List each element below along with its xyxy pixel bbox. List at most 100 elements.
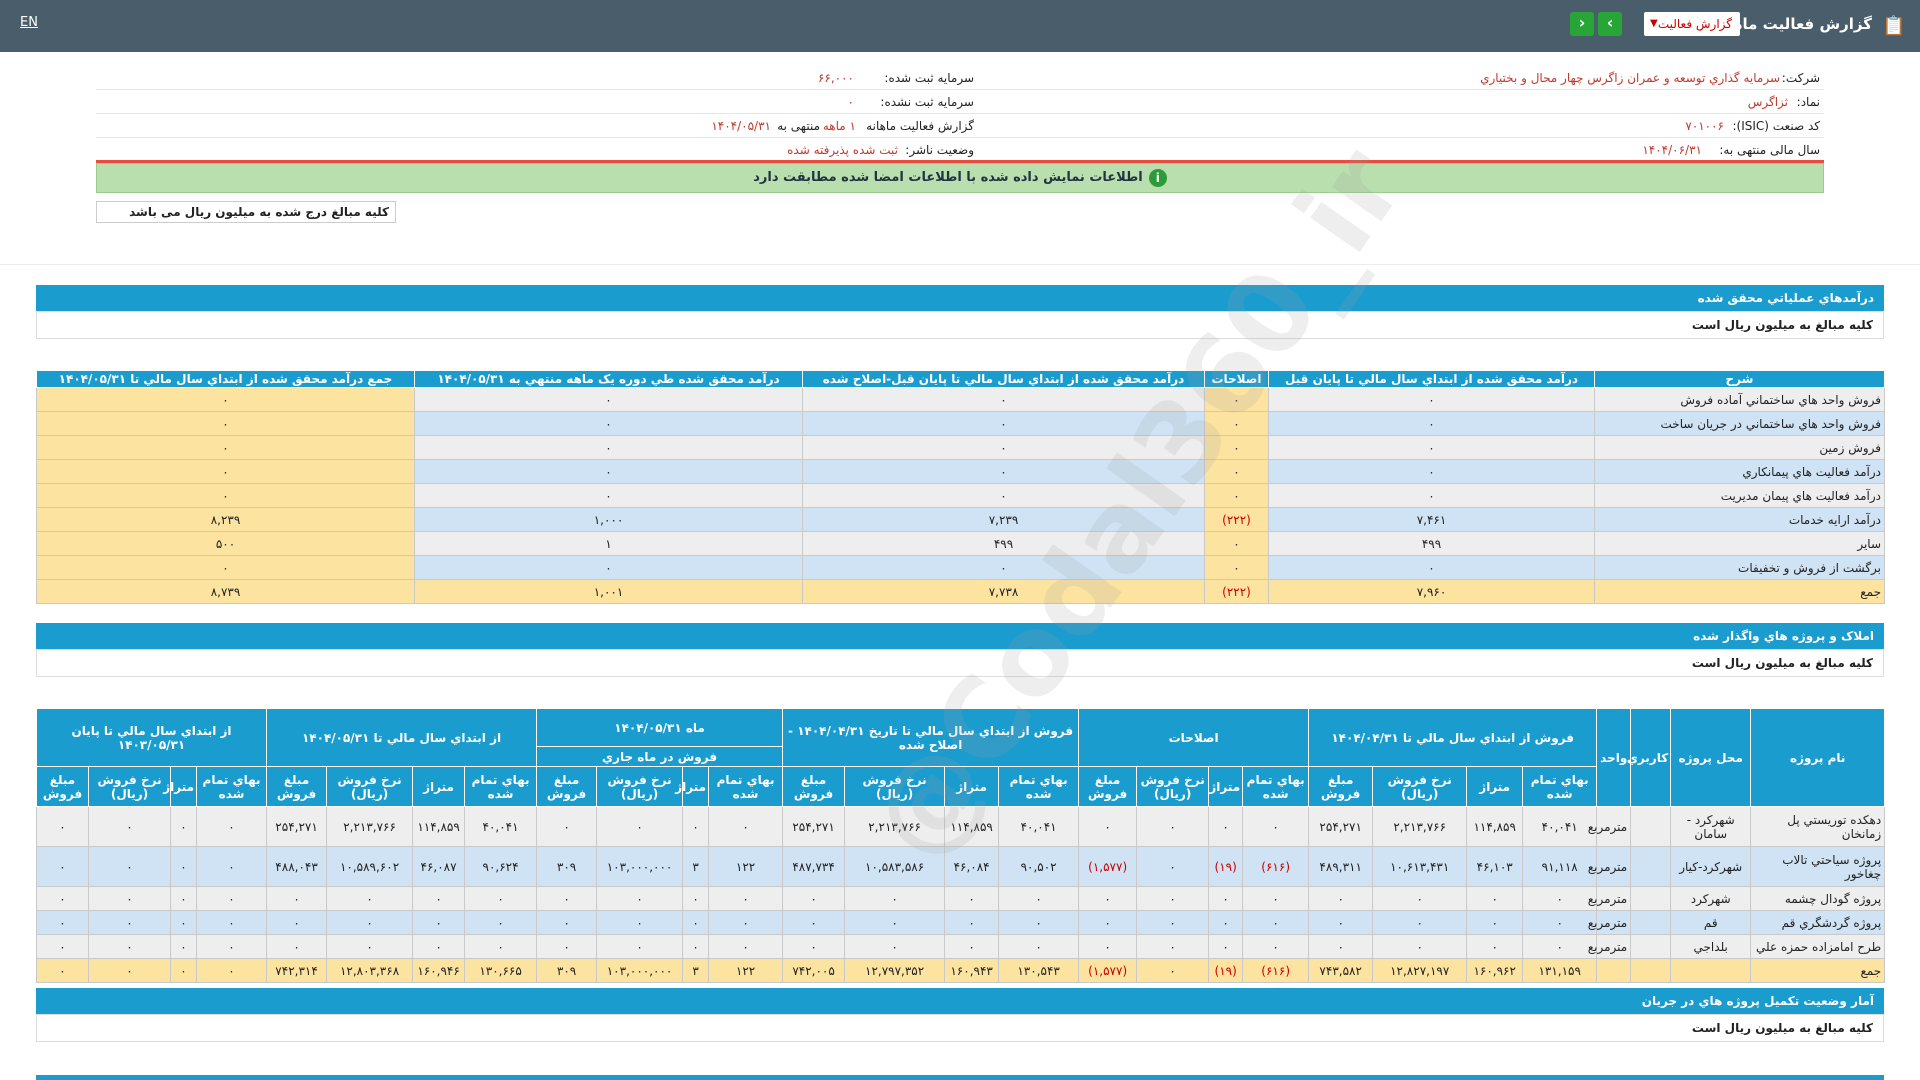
project-name: پروژه سياحتي تالاب چغاخور: [1750, 846, 1886, 887]
cell: ۲,۲۱۳,۷۶۶: [1372, 806, 1468, 847]
isic-label: کد صنعت (ISIC):: [1732, 119, 1820, 133]
table-row: درآمد ارايه خدمات ۷,۴۶۱ (۲۲۲) ۷,۲۳۹ ۱,۰۰۰ ۸,۲…: [36, 507, 1885, 532]
cell: ۱,۰۰۱: [414, 579, 803, 604]
table-row: جمع ۱۳۱,۱۵۹ ۱۶۰,۹۶۲ ۱۲,۸۲۷,۱۹۷ ۷۴۳,۵۸۲ (۶۱۶)(…: [35, 958, 1886, 983]
column-header: متراژ: [412, 766, 466, 807]
cell: ۷,۷۳۸: [802, 579, 1205, 604]
cell: ۰: [326, 886, 414, 911]
cell: ۹۱,۱۱۸: [1522, 846, 1598, 887]
info-icon: i: [1148, 168, 1167, 187]
cell: ۰: [782, 910, 846, 935]
cell: [1630, 934, 1672, 959]
projects-table: نام پروژه محل پروژه کاربري واحد فروش از ابتد…: [35, 708, 1886, 983]
cell: ۰: [196, 934, 268, 959]
row-label: درآمد فعاليت هاي پيمانكاري: [1594, 459, 1885, 484]
cell: ۰: [802, 459, 1205, 484]
report-type-select[interactable]: گزارش فعالیت ▼: [1644, 12, 1740, 36]
fy-label: سال مالی منتهی به:: [1719, 143, 1820, 157]
next-button[interactable]: ›: [1598, 12, 1622, 36]
notice-text: اطلاعات نمایش داده شده با اطلاعات امضا ش…: [753, 170, 1143, 185]
cell: ۰: [88, 806, 172, 847]
cell: ۰: [1372, 886, 1468, 911]
cell: ۴۰,۰۴۱: [464, 806, 538, 847]
table-row: برگشت از فروش و تخفيفات ۰ ۰ ۰ ۰ ۰: [36, 555, 1885, 580]
cell: ۱۶۰,۹۶۲: [1466, 958, 1524, 983]
cell: ۰: [536, 934, 598, 959]
column-header: نرخ فروش (ريال): [844, 766, 946, 807]
table-row: درآمد فعاليت هاي پيمانكاري ۰ ۰ ۰ ۰ ۰: [36, 459, 1885, 484]
cell: ۰: [414, 435, 803, 460]
project-name: جمع: [1750, 958, 1886, 983]
cell: ۰: [170, 934, 198, 959]
column-header: بهاي تمام شده: [196, 766, 268, 807]
column-header: محل پروژه: [1670, 708, 1752, 807]
cell: ۴۸۷,۷۳۴: [782, 846, 846, 887]
cell: ۷,۹۶۰: [1268, 579, 1595, 604]
cell: ۰: [170, 958, 198, 983]
cell: ۰: [88, 846, 172, 887]
cell: ۰: [412, 886, 466, 911]
cell: [1630, 910, 1672, 935]
cell: ۰: [326, 934, 414, 959]
column-header: از ابتداي سال مالي تا پايان ۱۴۰۳/۰۵/۳۱: [35, 708, 268, 767]
project-name: پروژه گودال چشمه: [1750, 886, 1886, 911]
cell: ۰: [1078, 934, 1138, 959]
column-header: مبلغ فروش: [1308, 766, 1374, 807]
cell: ۰: [464, 886, 538, 911]
cell: ۱۲,۸۰۳,۳۶۸: [326, 958, 414, 983]
cell: ۰: [36, 555, 415, 580]
company-name: سرمايه گذاري توسعه و عمران زاگرس چهار مح…: [1480, 71, 1780, 85]
chevron-right-icon: ›: [1606, 13, 1614, 32]
status-label: وضعیت ناشر:: [905, 143, 974, 157]
cell: ۰: [682, 910, 710, 935]
cell: ۰: [170, 886, 198, 911]
info-row: نماد: ثزاگرس سرمایه ثبت نشده: ۰: [96, 90, 1824, 114]
cell: ۰: [196, 958, 268, 983]
cell: ۱۲۲: [708, 846, 784, 887]
column-header: شرح: [1594, 370, 1885, 388]
cell: ۰: [35, 958, 90, 983]
cell: ۳: [682, 958, 710, 983]
section-note: كليه مبالغ به ميليون ريال است: [36, 1014, 1884, 1042]
cell: ۱۱۴,۸۵۹: [944, 806, 1000, 847]
cell: مترمربع: [1588, 910, 1632, 935]
cell: (۲۲۲): [1204, 507, 1269, 532]
cell: ۰: [844, 910, 946, 935]
cell: [1630, 886, 1672, 911]
cell: ۰: [844, 934, 946, 959]
column-header: مبلغ فروش: [782, 766, 846, 807]
cell: ۰: [536, 806, 598, 847]
table-row: پروژه گردشگري قم قم مترمربع ۰ ۰ ۰ ۰ ۰ ۰ ۰ ۰ ۰ ۰ ۰ ۰ ۰ ۰ ۰…: [35, 910, 1886, 935]
report-date: ۱۴۰۴/۰۵/۳۱: [711, 119, 771, 133]
column-header: متراژ: [1208, 766, 1244, 807]
cell: ۱۲,۷۹۷,۳۵۲: [844, 958, 946, 983]
table-header: بهاي تمام شده متراژ نرخ فروش (ريال) مبلغ فر…: [35, 766, 1885, 807]
table-row: فروش واحد هاي ساختماني در جريان ساخت ۰ ۰ ۰ ۰…: [36, 411, 1885, 436]
cell: بلداجي: [1670, 934, 1752, 959]
language-toggle[interactable]: EN: [20, 15, 38, 30]
column-header: نرخ فروش (ريال): [1372, 766, 1468, 807]
cell: ۰: [1242, 934, 1310, 959]
cell: ۲۵۴,۲۷۱: [782, 806, 846, 847]
report-label: گزارش فعالیت ماهانه: [866, 119, 974, 133]
cell: ۰: [1268, 555, 1595, 580]
chevron-left-icon: ‹: [1578, 13, 1586, 32]
status-value: ثبت شده پذيرفته شده: [787, 143, 898, 157]
cell: ۰: [1136, 934, 1210, 959]
table-header: نام پروژه محل پروژه کاربري واحد فروش از ابتد…: [35, 708, 1886, 807]
cell: ۰: [196, 910, 268, 935]
symbol-value[interactable]: ثزاگرس: [1747, 95, 1788, 109]
cell: شهركرد: [1670, 886, 1752, 911]
company-info: شرکت: سرمايه گذاري توسعه و عمران زاگرس چ…: [96, 66, 1824, 162]
table-row: فروش زمين ۰ ۰ ۰ ۰ ۰: [36, 435, 1885, 460]
unreg-capital-label: سرمایه ثبت نشده:: [880, 95, 974, 109]
cell: ۰: [1308, 934, 1374, 959]
cell: ۰: [1136, 958, 1210, 983]
cell: شهركرد - سامان: [1670, 806, 1752, 847]
cell: ۱۰۳,۰۰۰,۰۰۰: [596, 846, 684, 887]
cell: ۰: [1242, 886, 1310, 911]
cell: ۰: [802, 435, 1205, 460]
cell: ۰: [1466, 910, 1524, 935]
row-label: درآمد ارايه خدمات: [1594, 507, 1885, 532]
prev-button[interactable]: ‹: [1570, 12, 1594, 36]
